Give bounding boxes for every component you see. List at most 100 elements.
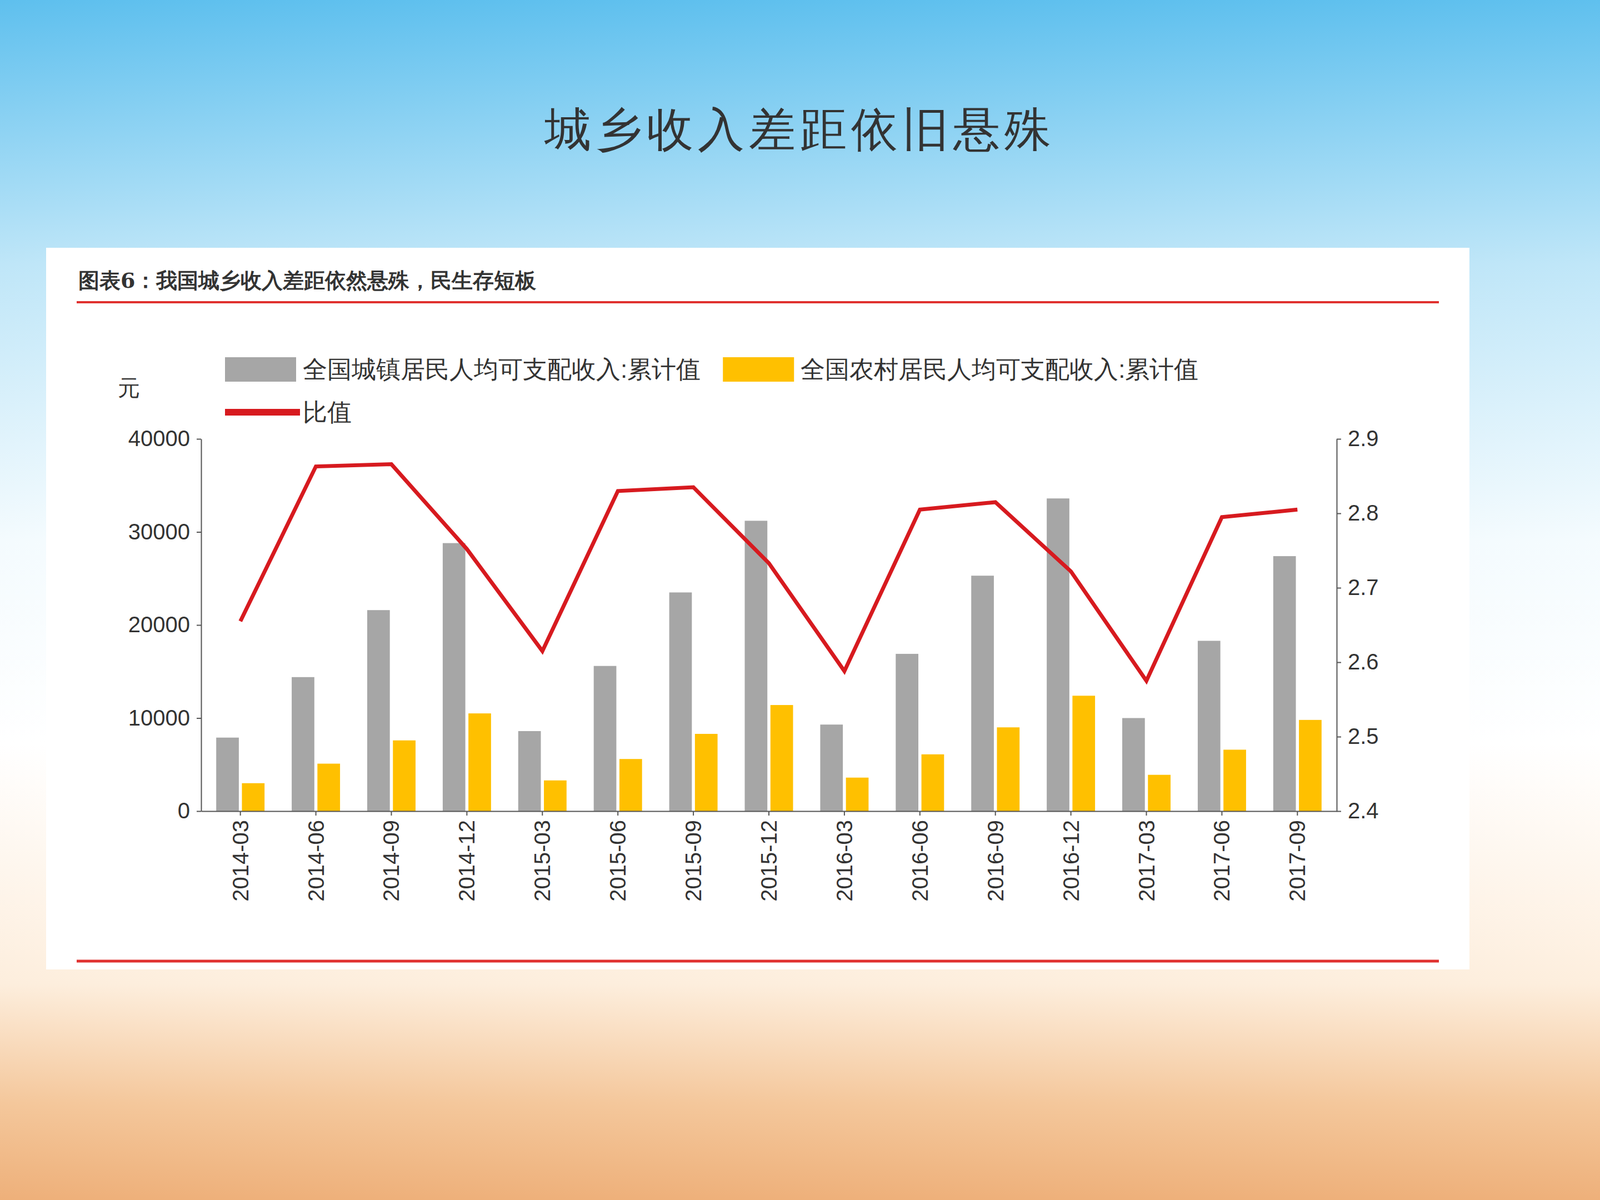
tick-label: 40000 xyxy=(128,426,190,451)
y2-axis: 2.42.52.62.72.82.9 xyxy=(1336,426,1379,823)
bar xyxy=(518,731,542,812)
tick: 30000 xyxy=(128,519,202,544)
tick: 10000 xyxy=(128,705,202,730)
tick-label: 2.6 xyxy=(1347,649,1379,674)
legend-swatch xyxy=(225,357,297,382)
tick: 2.8 xyxy=(1336,500,1379,525)
tick: 2015-09 xyxy=(681,811,706,902)
tick: 0 xyxy=(177,798,202,823)
bar xyxy=(820,724,843,812)
bar xyxy=(745,520,768,812)
bar xyxy=(1147,775,1171,812)
legend: 全国城镇居民人均可支配收入:累计值全国农村居民人均可支配收入:累计值比值 xyxy=(225,355,1199,426)
tick-label: 2016-06 xyxy=(907,820,933,902)
tick-label: 2016-12 xyxy=(1058,820,1084,902)
tick-mark xyxy=(995,811,997,816)
tick-mark xyxy=(1221,811,1223,816)
tick-mark xyxy=(1336,811,1342,813)
tick: 2014-09 xyxy=(378,811,404,902)
tick-mark xyxy=(196,438,202,440)
tick-label: 2017-06 xyxy=(1209,820,1234,902)
bar xyxy=(1223,749,1247,812)
bar xyxy=(543,780,567,812)
tick-mark xyxy=(196,811,202,813)
legend-item: 全国城镇居民人均可支配收入:累计值 xyxy=(225,355,701,383)
tick-label: 2015-09 xyxy=(681,820,706,902)
bar xyxy=(996,727,1020,812)
bar xyxy=(1298,720,1322,812)
tick-mark xyxy=(541,811,543,816)
tick-mark xyxy=(1336,736,1342,738)
bar xyxy=(695,733,718,812)
y-axis: 0 10000 20000 30000 40000 xyxy=(128,426,202,823)
bar xyxy=(895,653,919,812)
tick-mark xyxy=(1336,438,1342,440)
tick: 2016-06 xyxy=(907,811,933,902)
bar xyxy=(1122,718,1145,812)
legend-item: 比值 xyxy=(225,398,352,426)
tick: 20000 xyxy=(128,612,202,637)
tick: 2016-09 xyxy=(983,811,1008,902)
tick-label: 2014-03 xyxy=(228,820,253,902)
tick-label: 2014-09 xyxy=(378,820,404,902)
bar xyxy=(846,777,869,812)
tick: 2014-06 xyxy=(303,811,329,902)
tick: 2016-03 xyxy=(832,811,857,902)
tick: 2017-03 xyxy=(1134,811,1159,902)
tick-label: 30000 xyxy=(128,519,190,544)
tick-label: 2015-03 xyxy=(530,820,555,902)
bottom-rule xyxy=(76,960,1439,963)
bar xyxy=(216,737,239,812)
bar xyxy=(770,705,794,812)
bar xyxy=(1072,695,1095,812)
bar xyxy=(317,763,340,812)
tick: 2015-03 xyxy=(530,811,555,902)
tick: 2.7 xyxy=(1336,575,1379,600)
tick-label: 2.5 xyxy=(1347,723,1379,749)
legend-label: 全国城镇居民人均可支配收入:累计值 xyxy=(302,355,701,383)
tick-label: 2017-03 xyxy=(1134,820,1159,902)
bar-series xyxy=(216,498,1296,812)
ratio-line xyxy=(240,464,1298,682)
tick-mark xyxy=(196,625,202,627)
chart-panel xyxy=(46,247,1470,970)
tick-mark xyxy=(196,531,202,533)
slide-title: 城乡收入差距依旧悬殊 xyxy=(543,102,1056,157)
legend-swatch xyxy=(722,357,794,382)
tick-label: 20000 xyxy=(128,612,190,637)
bar xyxy=(241,783,265,812)
bar xyxy=(291,677,315,812)
tick-mark xyxy=(843,811,845,816)
tick-label: 10000 xyxy=(128,705,190,730)
tick: 2014-12 xyxy=(454,811,479,902)
tick: 2017-09 xyxy=(1285,811,1310,902)
tick-mark xyxy=(1336,662,1342,664)
tick-mark xyxy=(617,811,619,816)
tick-mark xyxy=(768,811,770,816)
tick-mark xyxy=(1336,587,1342,589)
tick: 2.6 xyxy=(1336,649,1379,674)
tick-mark xyxy=(692,811,694,816)
tick: 2.5 xyxy=(1336,723,1379,749)
bar xyxy=(619,758,643,812)
tick: 2014-03 xyxy=(228,811,253,902)
tick-mark xyxy=(466,811,468,816)
tick: 2.9 xyxy=(1336,426,1379,451)
tick-mark xyxy=(196,717,202,719)
tick-label: 2014-06 xyxy=(303,820,329,902)
tick: 2016-12 xyxy=(1058,811,1084,902)
tick-mark xyxy=(315,811,317,816)
y-axis-unit: 元 xyxy=(117,375,140,400)
plot-area xyxy=(216,464,1322,812)
bar xyxy=(1197,640,1221,812)
chart-caption: 图表6：我国城乡收入差距依然悬殊，民生存短板 xyxy=(78,267,537,293)
tick-mark xyxy=(1296,811,1298,816)
bar-series xyxy=(241,695,1322,812)
tick-mark xyxy=(240,811,242,816)
tick: 40000 xyxy=(128,426,202,451)
tick-label: 2.7 xyxy=(1347,575,1379,600)
legend-item: 全国农村居民人均可支配收入:累计值 xyxy=(722,355,1199,383)
bar xyxy=(971,575,994,812)
bar xyxy=(669,592,693,812)
axis-line xyxy=(1336,439,1338,812)
